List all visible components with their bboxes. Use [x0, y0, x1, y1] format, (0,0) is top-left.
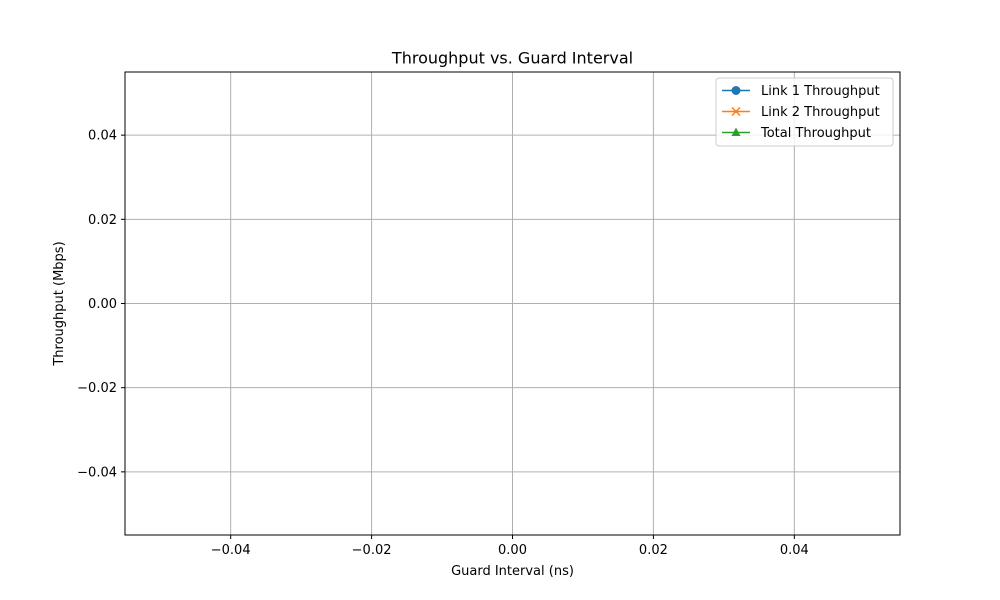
x-axis-ticks: −0.04 −0.02 0.00 0.02 0.04 [211, 535, 809, 558]
x-axis-label: Guard Interval (ns) [451, 564, 574, 579]
legend-x-marker [731, 106, 741, 117]
legend-entry: Total Throughput [722, 126, 871, 141]
legend-entry: Link 2 Throughput [722, 105, 880, 120]
legend-circle-marker [731, 86, 741, 95]
legend-label: Link 1 Throughput [761, 84, 880, 99]
chart-title: Throughput vs. Guard Interval [391, 49, 633, 68]
legend-box [715, 77, 894, 147]
x-tick-label: 0.00 [498, 543, 527, 558]
y-axis-ticks: −0.04 −0.02 0.00 0.02 0.04 [77, 129, 125, 480]
y-axis-label: Throughput (Mbps) [52, 241, 67, 366]
y-tick-label: 0.04 [88, 129, 117, 144]
x-tick-label: 0.04 [780, 543, 809, 558]
y-tick-label: −0.02 [77, 381, 117, 396]
legend-entry: Link 1 Throughput [722, 84, 880, 99]
y-tick-label: 0.02 [88, 213, 117, 228]
x-tick-label: 0.02 [639, 543, 668, 558]
legend-label: Link 2 Throughput [761, 105, 880, 120]
legend-triangle-marker [731, 127, 741, 136]
legend: Link 1 Throughput Link 2 Throughput Total … [715, 77, 894, 147]
legend-label: Total Throughput [760, 126, 871, 141]
y-tick-label: 0.00 [88, 297, 117, 312]
x-tick-label: −0.04 [211, 543, 251, 558]
y-tick-label: −0.04 [77, 465, 117, 480]
x-tick-label: −0.02 [352, 543, 392, 558]
